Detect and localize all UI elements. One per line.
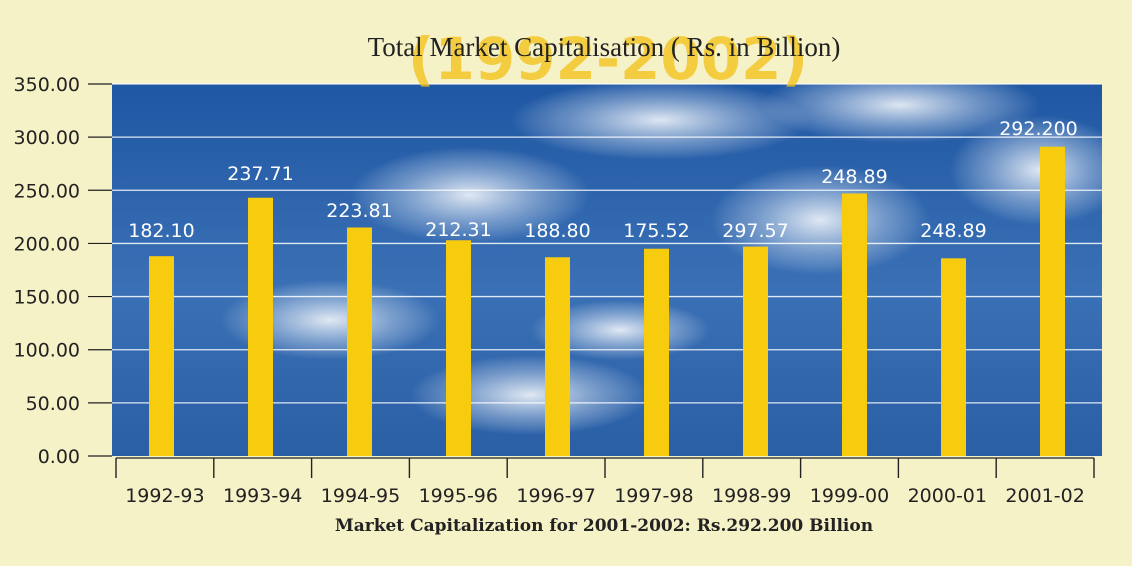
x-tick-label: 1997-98 xyxy=(614,485,693,507)
data-label-1998-99: 297.57 xyxy=(722,220,788,242)
x-tick-label: 1993-94 xyxy=(223,485,302,507)
y-tick-label: 350.00 xyxy=(14,74,80,96)
data-label-1999-00: 248.89 xyxy=(821,166,887,188)
y-tick-label: 100.00 xyxy=(14,340,80,362)
x-tick-label: 1996-97 xyxy=(516,485,595,507)
bar-2001-02 xyxy=(1040,146,1065,457)
data-label-1995-96: 212.31 xyxy=(425,219,491,241)
x-tick-label: 2001-02 xyxy=(1005,485,1084,507)
chart-subtitle: (1992-2002) xyxy=(408,25,808,93)
data-label-1996-97: 188.80 xyxy=(524,220,590,242)
bar-1997-98 xyxy=(644,248,669,456)
bar-1994-95 xyxy=(347,227,372,456)
data-labels: 182.10 237.71 223.81 212.31 188.80 175.52 297.… xyxy=(128,118,1078,242)
data-label-1992-93: 182.10 xyxy=(128,220,194,242)
x-tick-label: 1999-00 xyxy=(810,485,889,507)
data-label-1997-98: 175.52 xyxy=(623,220,689,242)
bar-2000-01 xyxy=(941,258,966,456)
gridlines xyxy=(112,83,1102,404)
bar-1996-97 xyxy=(545,257,570,456)
x-axis: 1992-93 1993-94 1994-95 1995-96 1996-97 1997-… xyxy=(115,457,1095,507)
y-tick-label: 200.00 xyxy=(14,233,80,255)
data-label-2000-01: 248.89 xyxy=(920,220,986,242)
data-label-1993-94: 237.71 xyxy=(227,163,293,185)
bar-1993-94 xyxy=(248,197,273,456)
x-tick-label: 2000-01 xyxy=(908,485,987,507)
chart-caption: Market Capitalization for 2001-2002: Rs.… xyxy=(335,516,873,536)
y-tick-label: 0.00 xyxy=(38,446,80,468)
data-label-2001-02: 292.200 xyxy=(999,118,1078,140)
y-axis: 0.00 50.00 100.00 150.00 200.00 250.00 300.00 3… xyxy=(14,74,112,468)
data-label-1994-95: 223.81 xyxy=(326,200,392,222)
x-tick-label: 1992-93 xyxy=(125,485,204,507)
y-tick-label: 300.00 xyxy=(14,127,80,149)
chart-title: Total Market Capitalisation ( Rs. in Bil… xyxy=(368,32,841,62)
y-tick-label: 250.00 xyxy=(14,180,80,202)
y-tick-label: 50.00 xyxy=(26,393,80,415)
bar-1992-93 xyxy=(149,256,174,456)
bar-1995-96 xyxy=(446,240,471,456)
y-tick-label: 150.00 xyxy=(14,287,80,309)
bar-series xyxy=(149,146,1065,457)
bar-1998-99 xyxy=(743,246,768,456)
x-tick-label: 1994-95 xyxy=(321,485,400,507)
bar-1999-00 xyxy=(842,193,867,456)
x-tick-label: 1995-96 xyxy=(419,485,498,507)
x-tick-label: 1998-99 xyxy=(712,485,791,507)
